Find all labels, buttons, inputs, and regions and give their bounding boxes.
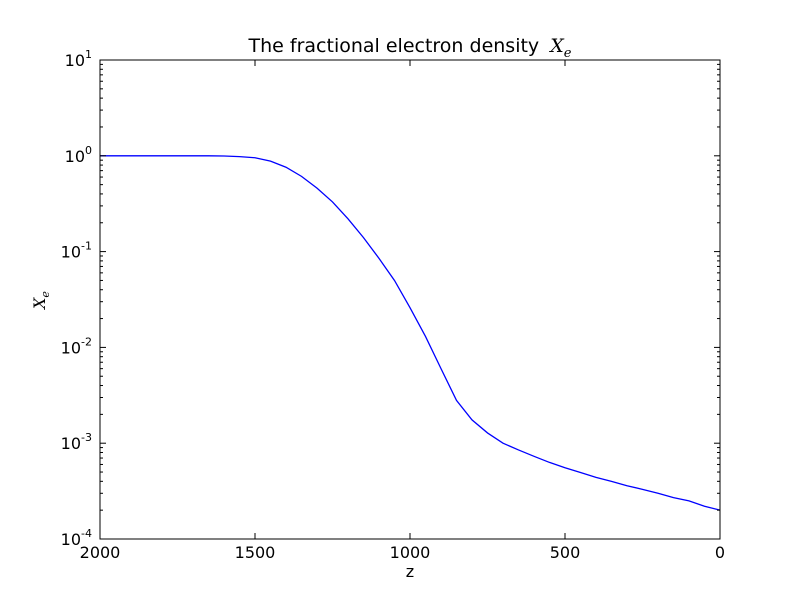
y-tick-label: 101: [65, 48, 92, 70]
chart-title-text: The fractional electron density: [248, 35, 540, 57]
y-tick-label: 10-2: [61, 335, 92, 357]
x-axis-label: z: [406, 562, 414, 581]
chart-title-math: X: [548, 35, 565, 57]
svg-text:Xe: Xe: [30, 291, 52, 311]
y-axis-label-sub: e: [39, 291, 52, 298]
x-tick-label: 500: [550, 543, 581, 562]
series-line-0: [100, 155, 721, 511]
x-tick-label: 1000: [390, 543, 431, 562]
y-axis-label: Xe: [30, 291, 52, 311]
y-tick-label: 10-1: [61, 240, 92, 262]
y-tick-label: 10-4: [61, 527, 92, 549]
x-tick-label: 2000: [80, 543, 121, 562]
plot-area: 2000 1500 1000 500 0 10-4 10-3 10-2 10-1 100 101: [61, 48, 725, 562]
y-tick-label: 10-3: [61, 431, 92, 453]
y-tick-label: 100: [65, 144, 92, 166]
data-line-layer: [100, 155, 721, 511]
x-tick-label: 0: [715, 543, 725, 562]
chart-title-math-sub: e: [564, 46, 572, 61]
x-tick-label: 1500: [235, 543, 276, 562]
y-axis-label-main: X: [30, 297, 49, 311]
y-ticks: 10-4 10-3 10-2 10-1 100 101: [61, 48, 720, 549]
chart-title: The fractional electron density Xe: [248, 35, 572, 61]
x-ticks: 2000 1500 1000 500 0: [80, 60, 725, 562]
